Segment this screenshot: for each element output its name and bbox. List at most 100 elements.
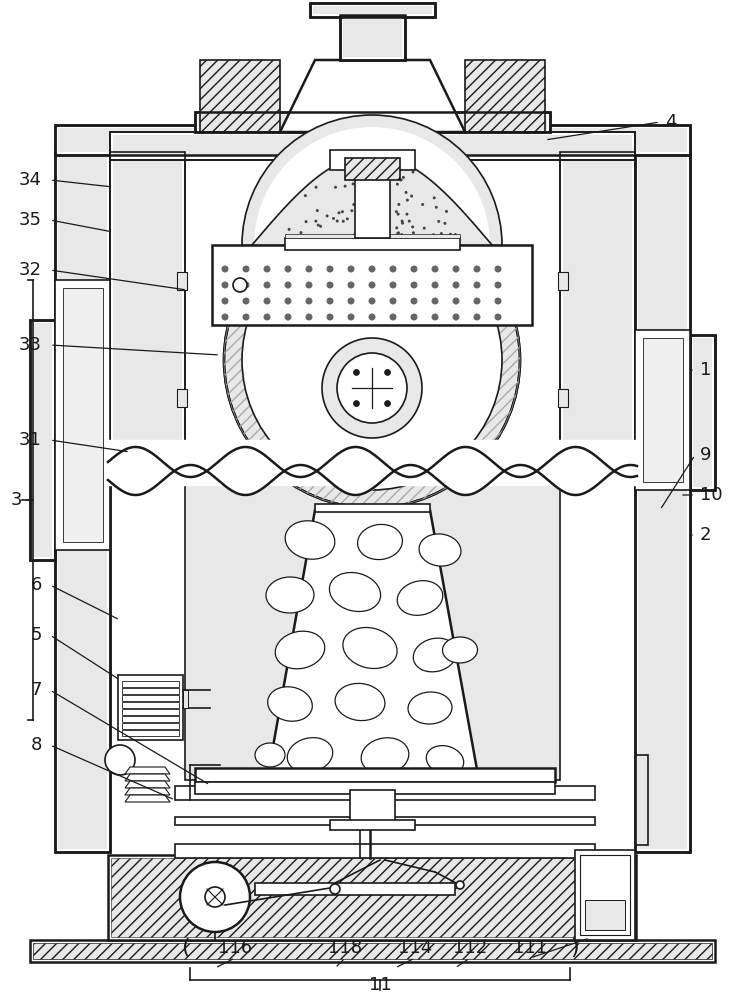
Circle shape — [456, 881, 464, 889]
Ellipse shape — [358, 524, 402, 560]
Circle shape — [366, 184, 369, 187]
Circle shape — [393, 238, 396, 241]
Circle shape — [243, 265, 250, 272]
Circle shape — [369, 282, 375, 288]
Bar — [177, 389, 187, 407]
Bar — [195, 768, 555, 782]
Bar — [113, 135, 632, 157]
Circle shape — [495, 314, 501, 320]
Bar — [285, 234, 460, 238]
Circle shape — [367, 229, 370, 232]
Circle shape — [361, 236, 364, 239]
Circle shape — [372, 212, 375, 215]
Bar — [350, 790, 395, 825]
Bar — [122, 709, 179, 715]
Circle shape — [365, 224, 368, 227]
Bar — [122, 730, 179, 736]
Circle shape — [363, 231, 367, 234]
Bar — [580, 855, 630, 935]
Circle shape — [431, 265, 439, 272]
Circle shape — [221, 314, 229, 320]
Circle shape — [334, 186, 337, 189]
Circle shape — [381, 179, 384, 182]
Text: 32: 32 — [19, 261, 42, 279]
Circle shape — [314, 220, 317, 223]
Circle shape — [371, 235, 374, 238]
Circle shape — [264, 265, 270, 272]
Circle shape — [382, 194, 385, 197]
Bar — [635, 152, 690, 852]
Circle shape — [317, 224, 320, 227]
Ellipse shape — [343, 627, 397, 669]
Bar — [585, 900, 625, 930]
Circle shape — [495, 298, 501, 304]
Bar — [563, 155, 632, 449]
Bar — [635, 152, 690, 852]
Circle shape — [341, 210, 344, 213]
Circle shape — [383, 241, 386, 244]
Bar — [55, 152, 110, 852]
Bar — [315, 504, 430, 512]
Text: 2: 2 — [700, 526, 711, 544]
Circle shape — [326, 214, 329, 217]
Circle shape — [396, 213, 399, 216]
Text: 114: 114 — [398, 939, 432, 957]
Circle shape — [410, 195, 413, 198]
Bar — [122, 702, 179, 708]
Bar — [558, 272, 568, 290]
Circle shape — [399, 179, 402, 182]
Circle shape — [410, 298, 417, 304]
Circle shape — [437, 220, 440, 223]
Bar — [118, 675, 183, 740]
Polygon shape — [185, 470, 560, 780]
Bar — [560, 152, 635, 452]
Wedge shape — [372, 343, 387, 388]
Circle shape — [319, 225, 322, 228]
Text: ): ) — [571, 938, 580, 958]
Bar — [122, 695, 179, 701]
Circle shape — [368, 204, 371, 207]
Circle shape — [412, 231, 415, 234]
Circle shape — [368, 243, 371, 246]
Circle shape — [443, 222, 446, 225]
Bar — [113, 155, 182, 449]
Bar — [110, 132, 635, 160]
Bar — [30, 940, 715, 962]
Circle shape — [403, 239, 406, 242]
Circle shape — [343, 185, 346, 188]
Circle shape — [329, 237, 332, 240]
Circle shape — [364, 220, 367, 223]
Bar — [330, 150, 415, 170]
Circle shape — [396, 183, 399, 186]
Polygon shape — [125, 774, 170, 781]
Circle shape — [305, 265, 312, 272]
Ellipse shape — [329, 572, 381, 612]
Circle shape — [368, 176, 371, 179]
Text: 35: 35 — [19, 211, 42, 229]
Circle shape — [397, 231, 400, 234]
Circle shape — [369, 298, 375, 304]
Circle shape — [221, 265, 229, 272]
Circle shape — [406, 199, 409, 202]
Circle shape — [364, 192, 367, 195]
Text: 3: 3 — [10, 491, 22, 509]
Circle shape — [305, 220, 308, 223]
Circle shape — [353, 233, 356, 236]
Bar — [560, 152, 635, 452]
Circle shape — [408, 220, 410, 223]
Circle shape — [367, 243, 370, 246]
Bar — [55, 280, 110, 550]
Circle shape — [233, 278, 247, 292]
Circle shape — [396, 232, 399, 235]
Circle shape — [432, 233, 435, 236]
Circle shape — [390, 265, 396, 272]
Circle shape — [495, 282, 501, 288]
Circle shape — [243, 298, 250, 304]
Bar — [198, 115, 547, 129]
Bar — [110, 132, 635, 160]
Polygon shape — [280, 60, 465, 132]
Circle shape — [370, 243, 373, 246]
Ellipse shape — [413, 638, 457, 672]
Bar — [345, 158, 400, 180]
Bar — [310, 3, 435, 17]
